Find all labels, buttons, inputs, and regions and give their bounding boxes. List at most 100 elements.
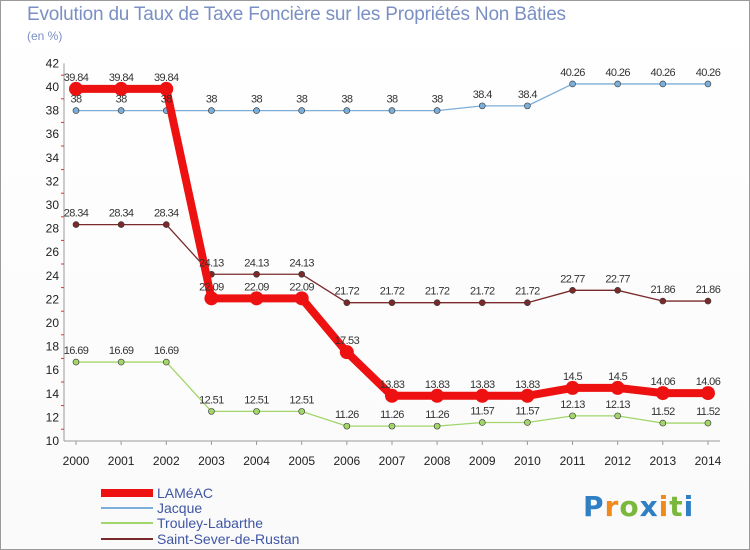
data-point-jacque	[117, 107, 125, 114]
legend-label: LAMéAC	[157, 485, 214, 501]
data-label-trouley-labarthe: 11.57	[470, 405, 494, 417]
data-label-lameac: 22.09	[244, 281, 269, 293]
data-label-jacque: 38	[70, 94, 82, 106]
data-point-jacque	[614, 80, 621, 88]
data-point-trouley-labarthe	[298, 408, 306, 415]
y-tick-label: 28	[46, 222, 60, 236]
data-point-trouley-labarthe	[524, 419, 531, 426]
data-label-lameac: 13.83	[515, 379, 540, 391]
x-tick-label: 2013	[649, 454, 676, 468]
data-point-jacque	[72, 107, 80, 114]
data-point-trouley-labarthe	[117, 358, 125, 366]
data-label-lameac: 39.84	[109, 72, 134, 84]
data-point-jacque	[478, 102, 486, 110]
data-point-saint-sever-de-rustan	[388, 299, 396, 307]
x-tick-label: 2000	[63, 454, 90, 468]
data-point-saint-sever-de-rustan	[253, 270, 260, 278]
data-point-trouley-labarthe	[478, 419, 486, 426]
data-label-saint-sever-de-rustan: 21.72	[515, 286, 540, 298]
data-label-jacque: 38	[341, 94, 353, 106]
data-point-trouley-labarthe	[208, 408, 215, 415]
data-point-lameac	[249, 291, 264, 306]
y-tick-label: 40	[46, 80, 60, 94]
chart-series	[69, 80, 715, 430]
data-label-lameac: 17.53	[335, 335, 360, 347]
x-tick-label: 2006	[333, 454, 360, 468]
data-label-jacque: 38	[251, 94, 263, 106]
data-point-saint-sever-de-rustan	[72, 221, 80, 228]
data-label-saint-sever-de-rustan: 21.72	[335, 286, 360, 298]
y-tick-label: 34	[46, 151, 60, 165]
data-point-saint-sever-de-rustan	[298, 270, 306, 278]
data-label-trouley-labarthe: 11.26	[335, 409, 359, 421]
data-point-saint-sever-de-rustan	[478, 299, 486, 307]
logo-letter: i	[658, 490, 670, 523]
data-point-jacque	[524, 102, 531, 110]
x-tick-label: 2002	[153, 454, 180, 468]
chart-unit-label: (en %)	[27, 29, 63, 43]
data-point-lameac	[430, 388, 445, 403]
data-point-lameac	[700, 386, 715, 401]
data-label-trouley-labarthe: 11.57	[516, 405, 540, 417]
data-point-lameac	[114, 81, 129, 96]
data-label-saint-sever-de-rustan: 24.13	[289, 257, 314, 269]
data-point-trouley-labarthe	[659, 419, 667, 427]
y-tick-label: 18	[46, 340, 60, 354]
data-point-lameac	[69, 81, 83, 96]
data-label-jacque: 40.26	[651, 67, 676, 79]
data-label-trouley-labarthe: 12.51	[199, 394, 224, 406]
data-point-lameac	[610, 380, 625, 395]
data-point-lameac	[204, 291, 219, 306]
data-label-lameac: 14.06	[651, 376, 676, 388]
data-label-trouley-labarthe: 16.69	[154, 345, 179, 357]
data-label-trouley-labarthe: 12.13	[560, 399, 585, 411]
data-point-jacque	[388, 107, 396, 114]
data-point-lameac	[294, 291, 309, 306]
data-label-trouley-labarthe: 11.26	[425, 409, 449, 421]
x-tick-label: 2007	[379, 454, 406, 468]
data-label-lameac: 14.06	[696, 376, 721, 388]
data-point-lameac	[655, 386, 670, 401]
data-label-saint-sever-de-rustan: 28.34	[64, 208, 89, 220]
data-label-lameac: 13.83	[425, 379, 450, 391]
legend-swatch	[101, 538, 153, 540]
data-point-trouley-labarthe	[162, 358, 170, 366]
x-tick-label: 2009	[469, 454, 496, 468]
data-label-lameac: 13.83	[380, 379, 405, 391]
legend-label: Jacque	[157, 500, 203, 516]
logo-letter: P	[583, 490, 605, 523]
data-label-jacque: 38	[432, 94, 444, 106]
data-label-lameac: 14.5	[563, 371, 582, 383]
data-point-saint-sever-de-rustan	[524, 299, 531, 307]
data-point-lameac	[520, 388, 535, 403]
x-tick-label: 2004	[243, 454, 270, 468]
x-tick-label: 2008	[424, 454, 451, 468]
data-label-saint-sever-de-rustan: 21.86	[651, 284, 676, 296]
data-label-jacque: 38	[296, 94, 308, 106]
data-point-saint-sever-de-rustan	[614, 287, 621, 294]
data-point-lameac	[384, 388, 399, 403]
data-point-lameac	[159, 81, 174, 96]
data-point-jacque	[659, 80, 667, 88]
data-point-saint-sever-de-rustan	[659, 297, 667, 305]
data-label-saint-sever-de-rustan: 28.34	[109, 208, 134, 220]
data-label-jacque: 38	[161, 94, 173, 106]
legend-swatch	[101, 522, 153, 524]
data-label-jacque: 38	[116, 94, 128, 106]
data-point-trouley-labarthe	[704, 419, 712, 427]
x-tick-label: 2012	[604, 454, 631, 468]
x-tick-label: 2014	[695, 454, 722, 468]
data-label-lameac: 22.09	[199, 281, 224, 293]
y-tick-label: 26	[46, 245, 60, 259]
y-tick-label: 12	[46, 410, 60, 424]
data-label-lameac: 22.09	[289, 281, 314, 293]
data-label-saint-sever-de-rustan: 22.77	[605, 273, 630, 285]
data-point-jacque	[298, 107, 306, 114]
y-tick-label: 16	[46, 363, 60, 377]
data-label-jacque: 38	[206, 94, 218, 106]
y-tick-label: 10	[46, 434, 60, 448]
logo-letter: x	[639, 490, 659, 523]
data-label-saint-sever-de-rustan: 24.13	[199, 257, 224, 269]
